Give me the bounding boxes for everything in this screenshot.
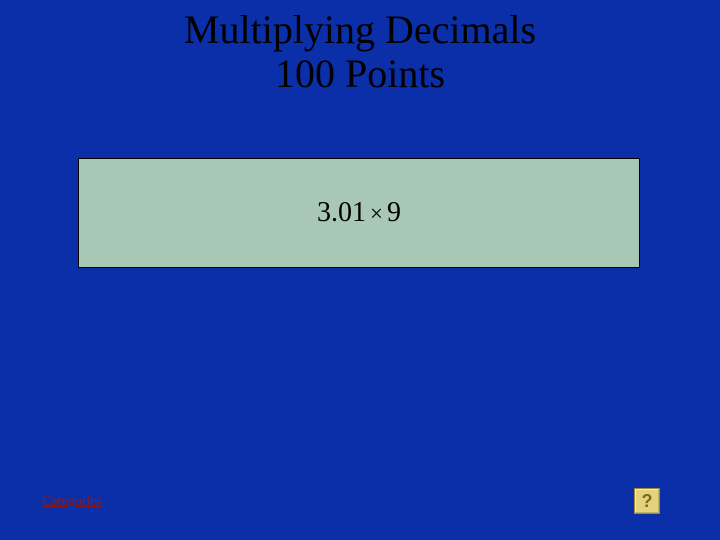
title-line-2: 100 Points xyxy=(0,52,720,96)
question-box: 3.01 × 9 xyxy=(78,158,640,268)
slide: Multiplying Decimals 100 Points 3.01 × 9… xyxy=(0,0,720,540)
question-mark-icon: ? xyxy=(642,491,653,512)
help-button[interactable]: ? xyxy=(634,488,660,514)
slide-title: Multiplying Decimals 100 Points xyxy=(0,8,720,96)
categories-link[interactable]: Categories xyxy=(42,494,102,510)
multiply-icon: × xyxy=(370,203,383,226)
operand-right: 9 xyxy=(387,197,401,229)
operand-left: 3.01 xyxy=(317,197,366,229)
math-expression: 3.01 × 9 xyxy=(317,197,401,229)
title-line-1: Multiplying Decimals xyxy=(0,8,720,52)
